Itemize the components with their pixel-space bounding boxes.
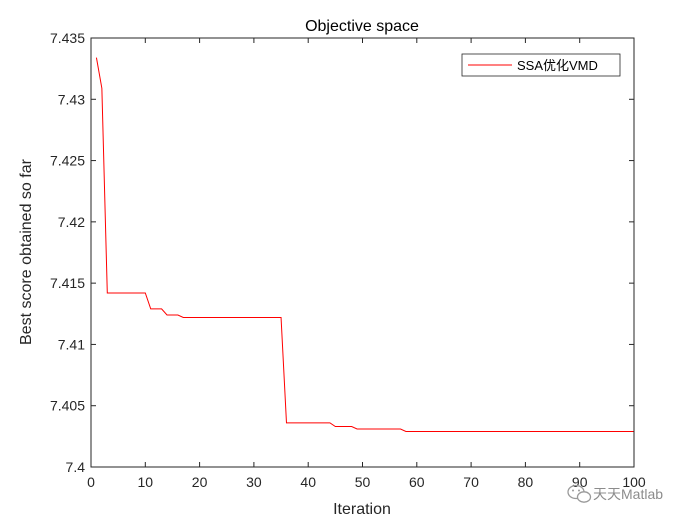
y-tick-label: 7.4 <box>66 459 86 475</box>
watermark: 天天Matlab <box>567 484 663 503</box>
y-tick-label: 7.415 <box>50 275 85 291</box>
legend-box <box>461 53 621 77</box>
x-tick-label: 90 <box>572 474 588 490</box>
y-tick-label: 7.435 <box>50 30 85 46</box>
x-tick-label: 0 <box>87 474 95 490</box>
series-layer <box>95 57 634 432</box>
x-tick-label: 30 <box>246 474 262 490</box>
x-tick-label: 50 <box>355 474 371 490</box>
y-axis-ticks: 7.4 7.405 7.41 7.415 7.42 7.425 7.43 7.435 <box>50 30 634 475</box>
x-tick-label: 40 <box>300 474 316 490</box>
x-tick-label: 100 <box>622 474 646 490</box>
legend: SSA优化VMD <box>461 53 621 77</box>
x-tick-label: 10 <box>138 474 154 490</box>
x-axis-ticks: 0 10 20 30 40 50 60 70 80 90 100 <box>87 38 646 490</box>
y-tick-label: 7.41 <box>58 336 85 352</box>
x-tick-label: 20 <box>192 474 208 490</box>
y-tick-label: 7.42 <box>58 214 85 230</box>
x-tick-label: 70 <box>463 474 479 490</box>
legend-label: SSA优化VMD <box>517 58 598 73</box>
chart-title: Objective space <box>305 18 419 35</box>
y-axis-label: Best score obtained so far <box>18 158 35 345</box>
y-tick-label: 7.43 <box>58 91 85 107</box>
watermark-text: 天天Matlab <box>593 486 663 502</box>
wechat-icon <box>567 484 592 503</box>
y-tick-label: 7.405 <box>50 398 85 414</box>
x-axis-label: Iteration <box>333 501 391 518</box>
x-tick-label: 60 <box>409 474 425 490</box>
series-line-0 <box>95 57 634 432</box>
y-tick-label: 7.425 <box>50 153 85 169</box>
x-tick-label: 80 <box>518 474 534 490</box>
plot-area <box>91 38 634 467</box>
